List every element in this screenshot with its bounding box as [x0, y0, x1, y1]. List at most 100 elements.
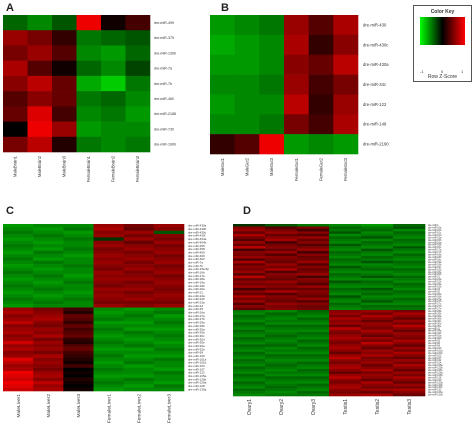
heatmap-cell — [233, 376, 266, 380]
heatmap-cell — [3, 287, 34, 292]
heatmap-cell — [3, 307, 34, 312]
heatmap-cell — [153, 250, 185, 255]
heatmap-cell — [233, 224, 266, 227]
row-label: dre-miR-27a — [428, 298, 442, 301]
heatmap-cell — [101, 75, 126, 92]
heatmap-cell — [329, 368, 362, 372]
heatmap-cell — [393, 297, 426, 301]
row-label: dre-miR-29b — [188, 324, 205, 328]
heatmap-cell — [3, 136, 28, 153]
heatmap-cell — [265, 383, 298, 387]
heatmap-cell — [265, 292, 298, 296]
heatmap-cell — [93, 364, 124, 368]
heatmap-cell — [233, 332, 266, 335]
heatmap-cell — [93, 380, 124, 385]
row-label: dre-miR-7a — [188, 260, 203, 264]
heatmap-cell — [333, 54, 359, 75]
heatmap-cell — [333, 94, 359, 115]
heatmap-cell — [76, 75, 102, 92]
heatmap-cell — [93, 370, 124, 375]
heatmap-cell — [265, 226, 298, 230]
heatmap-cell — [233, 297, 266, 301]
heatmap-cell — [123, 380, 155, 385]
heatmap-cell — [233, 381, 266, 385]
heatmap-cell — [265, 354, 298, 357]
column-label: FemaleBrain2 — [111, 155, 116, 182]
heatmap-cell — [93, 334, 124, 338]
heatmap-cell — [329, 378, 362, 382]
heatmap-cell — [93, 354, 124, 358]
heatmap-cell — [233, 248, 266, 252]
heatmap-cell — [265, 228, 298, 232]
heatmap-cell — [93, 290, 124, 295]
heatmap-cell — [265, 341, 298, 345]
heatmap-cell — [329, 268, 362, 271]
heatmap-cell — [123, 340, 155, 345]
row-label: dre-miR-122 — [363, 102, 387, 107]
heatmap-cell — [329, 275, 362, 279]
heatmap-cell — [93, 350, 124, 355]
heatmap-cell — [93, 374, 124, 378]
heatmap-cell — [123, 374, 155, 378]
heatmap-cell — [93, 327, 124, 332]
heatmap-cell — [233, 349, 266, 353]
heatmap-cell — [393, 280, 426, 284]
heatmap-cell — [329, 241, 362, 244]
heatmap-cell — [3, 106, 28, 122]
heatmap-cell — [33, 364, 64, 368]
heatmap-cell — [265, 224, 298, 227]
heatmap-cell — [123, 384, 155, 388]
heatmap-cell — [233, 378, 266, 382]
heatmap-cell — [297, 307, 330, 311]
row-label: dre-miR-16b — [428, 244, 442, 247]
heatmap-cell — [393, 366, 426, 370]
heatmap-cell — [393, 275, 426, 279]
row-label: dre-miR-21 — [428, 276, 441, 279]
heatmap-cell — [297, 231, 330, 235]
heatmap-cell — [329, 319, 362, 323]
row-label: dre-miR-454a — [188, 237, 207, 241]
heatmap-cell — [63, 247, 94, 252]
heatmap-cell — [259, 134, 285, 155]
heatmap-cell — [233, 255, 266, 259]
heatmap-cell — [123, 224, 155, 228]
heatmap-cell — [123, 304, 155, 308]
row-label: dre-miR-99 — [188, 351, 203, 355]
heatmap-cell — [361, 263, 394, 267]
heatmap-cell — [297, 236, 330, 240]
row-label: dre-miR-92a — [188, 344, 205, 348]
heatmap-cell — [33, 380, 64, 385]
heatmap-cell — [361, 292, 394, 296]
heatmap-cell — [393, 361, 426, 365]
heatmap-cell — [33, 234, 64, 238]
heatmap-cell — [3, 314, 34, 318]
heatmap-cell — [63, 290, 94, 295]
heatmap-cell — [93, 247, 124, 252]
row-label: dre-miR-93 — [428, 340, 441, 343]
row-label: dre-miR-459 — [188, 250, 205, 254]
heatmap-cell — [361, 226, 394, 230]
heatmap-cell — [284, 74, 309, 95]
row-label: dre-miR-26b — [428, 295, 442, 298]
heatmap-cell — [153, 344, 185, 348]
heatmap-cell — [361, 317, 394, 321]
heatmap-cell — [265, 332, 298, 335]
row-label: dre-miR-122 — [188, 371, 205, 375]
heatmap-cell — [233, 243, 266, 247]
heatmap-cell — [3, 237, 34, 241]
heatmap-cell — [63, 384, 94, 388]
heatmap-cell — [93, 287, 124, 292]
row-label: dre-miR-730 — [154, 127, 174, 131]
heatmap-cell — [329, 373, 362, 377]
heatmap-cell — [361, 359, 394, 362]
heatmap-cell — [284, 54, 309, 75]
heatmap-cell — [93, 254, 124, 258]
heatmap-cell — [361, 282, 394, 286]
heatmap-cell — [63, 387, 94, 392]
heatmap-cell — [265, 327, 298, 330]
heatmap-cell — [297, 324, 330, 328]
heatmap-cell — [153, 277, 185, 282]
heatmap-cell — [63, 350, 94, 355]
heatmap-cell — [361, 248, 394, 252]
heatmap-cell — [233, 307, 266, 311]
